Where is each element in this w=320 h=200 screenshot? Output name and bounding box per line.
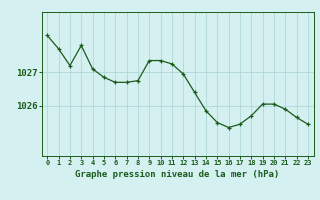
X-axis label: Graphe pression niveau de la mer (hPa): Graphe pression niveau de la mer (hPa)	[76, 170, 280, 179]
